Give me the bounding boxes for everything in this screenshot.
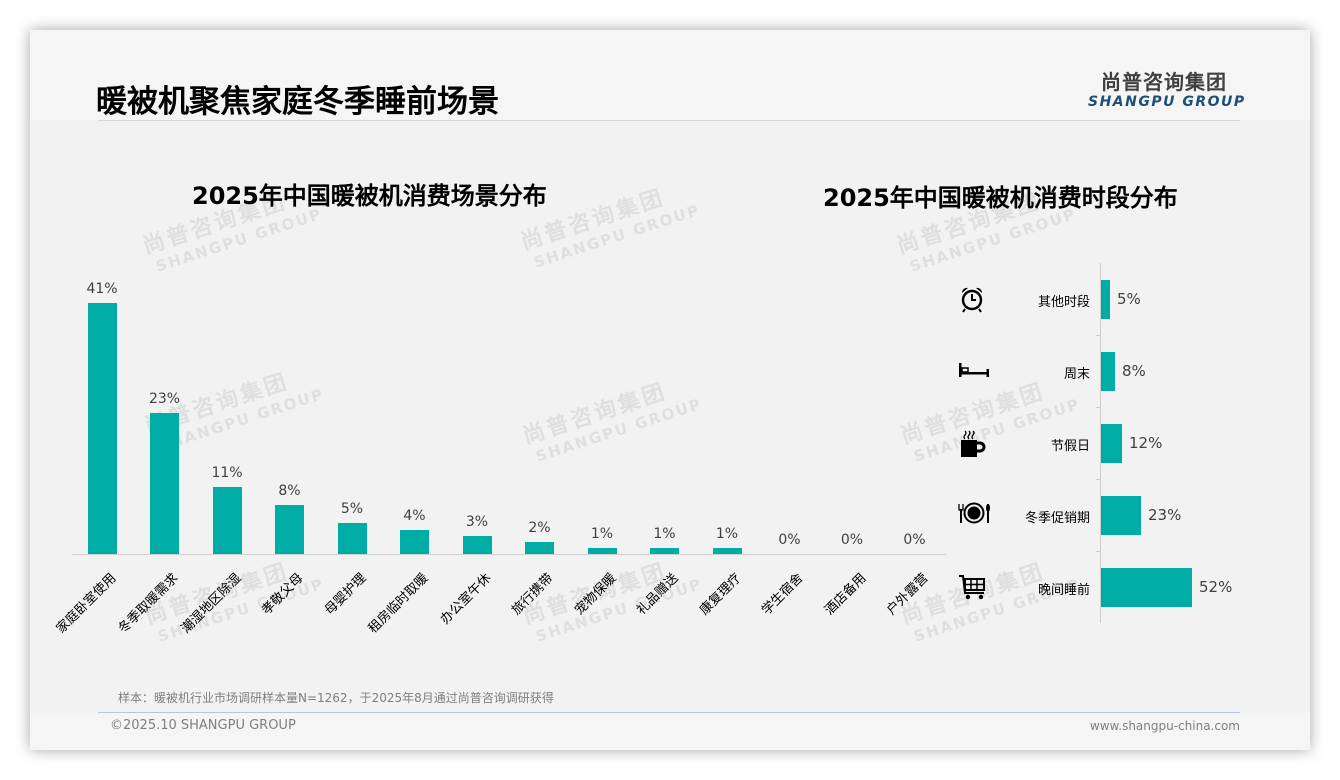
x-axis-category-label: 租房临时取暖 bbox=[366, 570, 432, 637]
y-axis-line bbox=[1100, 263, 1101, 623]
bed-icon bbox=[958, 357, 990, 389]
bar-value-label: 8% bbox=[1122, 362, 1146, 380]
bar-5 bbox=[337, 523, 367, 554]
bar-value-label: 5% bbox=[340, 501, 364, 517]
bar-value-label: 52% bbox=[1199, 578, 1233, 596]
scene-chart-title: 2025年中国暖被机消费场景分布 bbox=[192, 182, 547, 210]
watermark: 尚普咨询集团 SHANGPU GROUP bbox=[140, 544, 327, 647]
bar-value-label: 11% bbox=[211, 465, 243, 481]
bar-11 bbox=[712, 548, 742, 554]
logo-chinese-text: 尚普咨询集团 bbox=[1101, 70, 1227, 94]
bar-value-label: 1% bbox=[715, 526, 739, 542]
x-axis-category-label: 学生宿舍 bbox=[759, 570, 807, 619]
shopping-cart-icon bbox=[958, 573, 990, 605]
x-axis-category-label: 潮湿地区除湿 bbox=[178, 570, 245, 637]
report-slide: 暖被机聚焦家庭冬季睡前场景 尚普咨询集团 SHANGPU GROUP 尚普咨询集… bbox=[30, 30, 1310, 750]
y-axis-category-label: 节假日 bbox=[1050, 439, 1090, 454]
x-axis-category-label: 宠物保暖 bbox=[572, 570, 620, 619]
x-axis-category-label: 办公室午休 bbox=[437, 570, 495, 628]
x-axis-category-label: 户外露营 bbox=[884, 570, 932, 619]
axis-tick bbox=[1096, 551, 1100, 552]
bar-1 bbox=[1101, 280, 1110, 319]
bar-value-label: 3% bbox=[465, 514, 489, 530]
watermark-en: SHANGPU GROUP bbox=[153, 204, 325, 276]
bar-value-label: 4% bbox=[403, 508, 426, 524]
bar-value-label: 5% bbox=[1117, 290, 1141, 308]
bar-value-label: 23% bbox=[1148, 506, 1182, 524]
x-axis-category-label: 礼品赠送 bbox=[634, 570, 682, 619]
bar-value-label: 41% bbox=[86, 281, 118, 297]
time-chart-title: 2025年中国暖被机消费时段分布 bbox=[823, 184, 1178, 212]
bar-value-label: 8% bbox=[278, 483, 301, 499]
bar-value-label: 1% bbox=[590, 526, 614, 542]
watermark-en: SHANGPU GROUP bbox=[907, 204, 1079, 276]
website-link[interactable]: www.shangpu-china.com bbox=[1089, 719, 1240, 733]
watermark-en: SHANGPU GROUP bbox=[531, 200, 703, 272]
bar-5 bbox=[1101, 568, 1192, 607]
bar-value-label: 1% bbox=[653, 526, 676, 542]
bar-9 bbox=[587, 548, 617, 554]
x-axis-category-label: 康复理疗 bbox=[697, 570, 745, 619]
sample-footnote: 样本：暖被机行业市场调研样本量N=1262，于2025年8月通过尚普咨询调研获得 bbox=[118, 691, 554, 705]
axis-tick bbox=[1096, 335, 1100, 336]
axis-tick bbox=[1096, 479, 1100, 480]
watermark-cn: 尚普咨询集团 bbox=[519, 379, 671, 450]
bar-value-label: 0% bbox=[840, 532, 864, 548]
bar-2 bbox=[1101, 352, 1115, 391]
x-axis-category-label: 冬季取暖需求 bbox=[116, 570, 182, 637]
x-axis-category-label: 酒店备用 bbox=[822, 570, 870, 619]
y-axis-category-label: 晚间睡前 bbox=[1037, 583, 1090, 598]
coffee-cup-icon bbox=[958, 429, 990, 461]
watermark-en: SHANGPU GROUP bbox=[911, 394, 1083, 466]
header-band bbox=[30, 30, 1310, 120]
x-axis-category-label: 孝敬父母 bbox=[259, 570, 307, 619]
x-axis-baseline bbox=[72, 554, 946, 555]
axis-tick bbox=[1096, 407, 1100, 408]
x-axis-category-label: 母婴护理 bbox=[322, 570, 370, 619]
watermark-en: SHANGPU GROUP bbox=[533, 574, 705, 646]
y-axis-category-label: 冬季促销期 bbox=[1024, 511, 1090, 526]
company-logo: 尚普咨询集团 SHANGPU GROUP bbox=[1088, 66, 1246, 110]
bar-value-label: 12% bbox=[1129, 434, 1163, 452]
watermark: 尚普咨询集团 SHANGPU GROUP bbox=[518, 544, 705, 647]
bar-2 bbox=[150, 413, 179, 554]
x-axis-category-label: 家庭卧室使用 bbox=[53, 570, 120, 637]
bar-4 bbox=[1101, 496, 1141, 535]
bar-4 bbox=[275, 505, 304, 554]
bar-value-label: 0% bbox=[903, 532, 926, 548]
bar-value-label: 23% bbox=[148, 391, 181, 407]
watermark: 尚普咨询集团 SHANGPU GROUP bbox=[518, 364, 705, 467]
copyright-text: ©2025.10 SHANGPU GROUP bbox=[110, 718, 296, 733]
footer-band bbox=[30, 713, 1310, 750]
y-axis-category-label: 其他时段 bbox=[1037, 295, 1090, 310]
bar-1 bbox=[87, 303, 117, 554]
logo-english-text: SHANGPU GROUP bbox=[1088, 94, 1246, 110]
dining-plate-icon bbox=[958, 501, 990, 533]
bar-value-label: 0% bbox=[778, 532, 801, 548]
bar-6 bbox=[400, 530, 429, 554]
bar-10 bbox=[650, 548, 679, 554]
bar-7 bbox=[462, 536, 492, 554]
y-axis-category-label: 周末 bbox=[1063, 367, 1090, 382]
bar-3 bbox=[212, 487, 242, 554]
bar-8 bbox=[525, 542, 554, 554]
footer-divider bbox=[98, 712, 1240, 713]
page-title: 暖被机聚焦家庭冬季睡前场景 bbox=[96, 84, 499, 120]
watermark-en: SHANGPU GROUP bbox=[533, 394, 705, 466]
bar-3 bbox=[1101, 424, 1122, 463]
bar-value-label: 2% bbox=[528, 520, 551, 536]
alarm-clock-icon bbox=[958, 285, 990, 317]
title-divider bbox=[98, 120, 1240, 121]
x-axis-category-label: 旅行携带 bbox=[509, 570, 557, 619]
